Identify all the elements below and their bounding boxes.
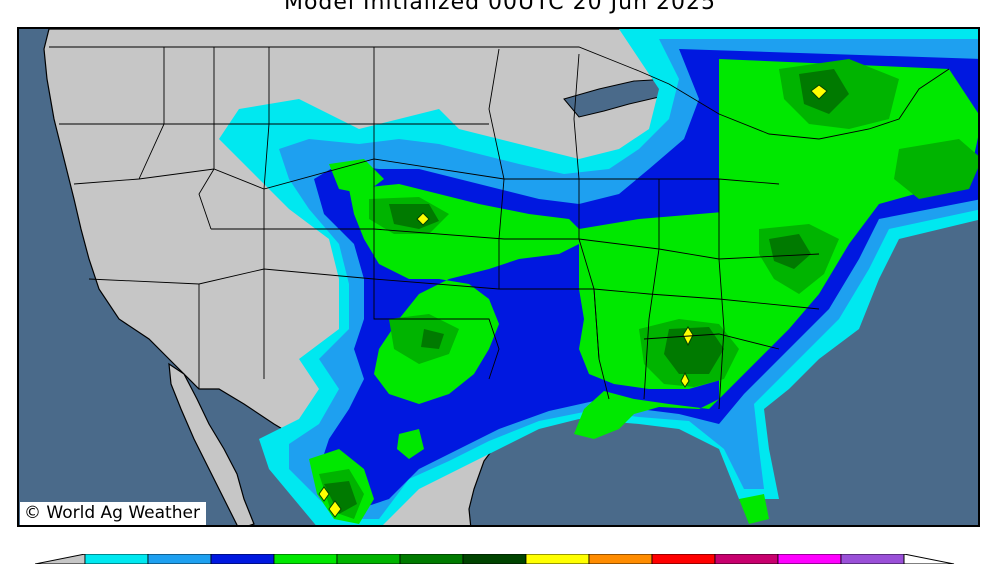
legend-swatch [777, 554, 842, 564]
legend-swatch [714, 554, 779, 564]
legend-swatch [462, 554, 527, 564]
legend-swatch [273, 554, 338, 564]
legend-swatch [147, 554, 212, 564]
legend-swatch [399, 554, 464, 564]
legend-swatch [525, 554, 590, 564]
legend-swatch [84, 554, 149, 564]
color-legend [35, 554, 965, 564]
baja-california [168, 362, 255, 525]
map-canvas [19, 29, 978, 525]
legend-swatch [588, 554, 653, 564]
precip-layer [219, 29, 978, 525]
legend-bar [35, 554, 955, 564]
legend-swatch [651, 554, 716, 564]
legend-swatch-end [903, 554, 955, 564]
state-borders [49, 46, 950, 410]
legend-swatch [210, 554, 275, 564]
legend-swatch [840, 554, 905, 564]
map-title: Model Initialized 00UTC 20 Jun 2025 [283, 0, 717, 15]
legend-swatch [336, 554, 401, 564]
credit-label: © World Ag Weather [20, 502, 206, 525]
precipitation-map [17, 27, 980, 527]
legend-swatch-start [35, 554, 86, 564]
